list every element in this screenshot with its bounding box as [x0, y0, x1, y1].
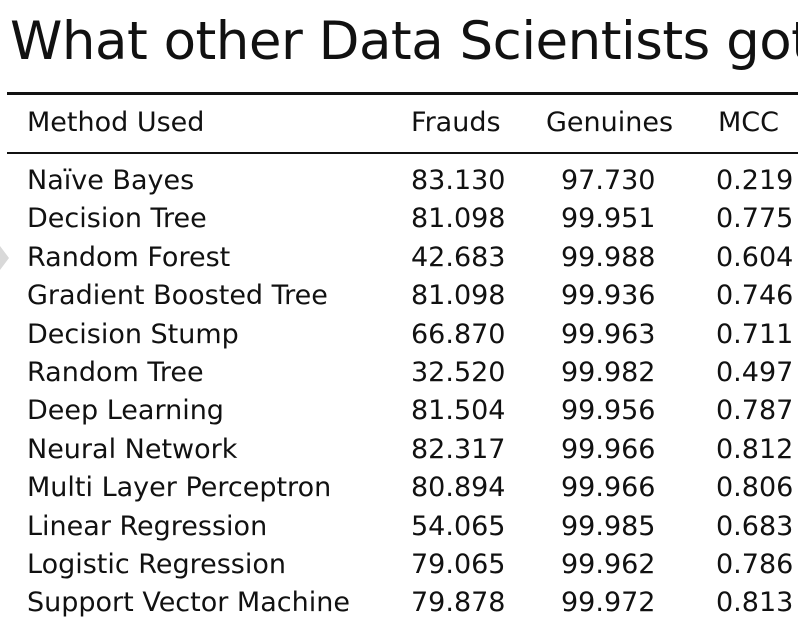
cell-frauds: 54.065	[411, 510, 506, 542]
cell-frauds: 79.878	[411, 587, 506, 619]
cell-genuines: 97.730	[561, 165, 656, 196]
cell-method: Random Forest	[27, 241, 231, 273]
table-row: Random Tree 32.520 99.982 0.497	[0, 354, 798, 392]
cell-method: Naïve Bayes	[27, 165, 195, 196]
cell-mcc: 0.786	[716, 549, 794, 580]
cell-frauds: 81.098	[411, 203, 506, 235]
table-row: Naïve Bayes 83.130 97.730 0.219	[0, 162, 798, 200]
cell-genuines: 99.962	[561, 549, 656, 580]
table-row: Random Forest 42.683 99.988 0.604	[0, 239, 798, 277]
cell-mcc: 0.806	[716, 472, 794, 504]
cell-mcc: 0.711	[716, 318, 794, 350]
cell-method: Multi Layer Perceptron	[27, 472, 332, 504]
cell-method: Neural Network	[27, 433, 238, 465]
cell-method: Deep Learning	[27, 395, 224, 427]
cell-method: Decision Tree	[27, 203, 207, 235]
cell-genuines: 99.982	[561, 357, 656, 388]
cell-frauds: 83.130	[411, 165, 506, 196]
column-header-genuines: Genuines	[546, 107, 674, 138]
column-header-mcc: MCC	[718, 107, 780, 138]
cell-genuines: 99.988	[561, 241, 656, 273]
cell-mcc: 0.812	[716, 433, 794, 465]
cell-method: Logistic Regression	[27, 549, 286, 580]
table-row: Support Vector Machine 79.878 99.972 0.813	[0, 584, 798, 622]
cell-genuines: 99.972	[561, 587, 656, 619]
cell-method: Support Vector Machine	[27, 587, 350, 619]
cell-method: Decision Stump	[27, 318, 239, 350]
cell-frauds: 80.894	[411, 472, 506, 504]
cell-mcc: 0.813	[716, 587, 794, 619]
slide-edge-arrow-icon	[0, 246, 9, 270]
cell-genuines: 99.956	[561, 395, 656, 427]
table-row: Neural Network 82.317 99.966 0.812	[0, 431, 798, 469]
cell-mcc: 0.775	[716, 203, 794, 235]
table-row: Logistic Regression 79.065 99.962 0.786	[0, 546, 798, 584]
column-header-frauds: Frauds	[411, 107, 501, 138]
cell-method: Random Tree	[27, 357, 204, 388]
cell-genuines: 99.966	[561, 472, 656, 504]
cell-genuines: 99.936	[561, 280, 656, 312]
table-header-rule	[7, 152, 798, 154]
cell-frauds: 81.504	[411, 395, 506, 427]
cell-frauds: 79.065	[411, 549, 506, 580]
cell-mcc: 0.219	[716, 165, 794, 196]
cell-genuines: 99.951	[561, 203, 656, 235]
cell-frauds: 81.098	[411, 280, 506, 312]
table-row: Deep Learning 81.504 99.956 0.787	[0, 392, 798, 430]
cell-mcc: 0.683	[716, 510, 794, 542]
table-top-rule	[7, 92, 798, 95]
cell-frauds: 42.683	[411, 241, 506, 273]
cell-mcc: 0.497	[716, 357, 794, 388]
cell-mcc: 0.604	[716, 241, 794, 273]
table-row: Decision Stump 66.870 99.963 0.711	[0, 316, 798, 354]
cell-mcc: 0.746	[716, 280, 794, 312]
cell-frauds: 32.520	[411, 357, 506, 388]
table-header-row: Method Used Frauds Genuines MCC	[0, 104, 798, 142]
table-row: Multi Layer Perceptron 80.894 99.966 0.806	[0, 469, 798, 507]
cell-genuines: 99.985	[561, 510, 656, 542]
cell-frauds: 66.870	[411, 318, 506, 350]
column-header-method: Method Used	[27, 107, 205, 138]
table-row: Decision Tree 81.098 99.951 0.775	[0, 200, 798, 238]
table-row: Gradient Boosted Tree 81.098 99.936 0.746	[0, 277, 798, 315]
cell-genuines: 99.963	[561, 318, 656, 350]
cell-frauds: 82.317	[411, 433, 506, 465]
cell-method: Gradient Boosted Tree	[27, 280, 328, 312]
table-row: Linear Regression 54.065 99.985 0.683	[0, 508, 798, 546]
slide-title: What other Data Scientists got	[10, 11, 798, 72]
cell-mcc: 0.787	[716, 395, 794, 427]
cell-genuines: 99.966	[561, 433, 656, 465]
cell-method: Linear Regression	[27, 510, 268, 542]
